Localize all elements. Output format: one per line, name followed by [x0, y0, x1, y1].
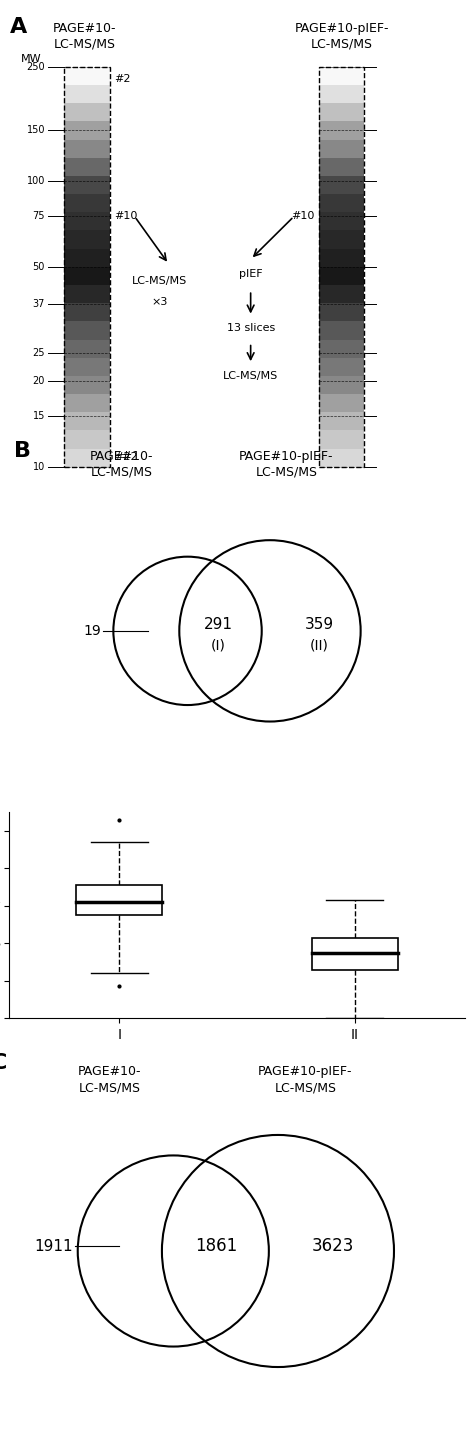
Bar — [64, 67, 109, 466]
Bar — [319, 376, 365, 394]
Text: MW: MW — [21, 55, 42, 65]
Bar — [64, 321, 109, 340]
Bar — [64, 303, 109, 321]
Text: PAGE#10-pIEF-
LC-MS/MS: PAGE#10-pIEF- LC-MS/MS — [294, 22, 389, 51]
Bar — [64, 394, 109, 413]
Text: ×3: ×3 — [152, 297, 168, 307]
Text: PAGE#10-pIEF-
LC-MS/MS: PAGE#10-pIEF- LC-MS/MS — [258, 1066, 353, 1095]
Text: 19: 19 — [83, 624, 101, 639]
Text: (II): (II) — [310, 639, 329, 652]
Bar — [319, 394, 365, 413]
Bar — [64, 177, 109, 194]
Text: LC-MS/MS: LC-MS/MS — [223, 371, 278, 381]
Bar — [319, 358, 365, 376]
Bar — [319, 266, 365, 285]
Bar — [319, 67, 365, 466]
Bar — [319, 230, 365, 249]
Text: (I): (I) — [211, 639, 226, 652]
Bar — [64, 266, 109, 285]
Bar — [64, 285, 109, 303]
Bar — [64, 230, 109, 249]
Text: C: C — [0, 1053, 8, 1073]
Bar — [64, 139, 109, 158]
Text: 291: 291 — [204, 617, 233, 633]
Bar — [319, 67, 365, 466]
Text: PAGE#10-
LC-MS/MS: PAGE#10- LC-MS/MS — [53, 22, 116, 51]
Bar — [319, 430, 365, 449]
Text: #10: #10 — [291, 211, 314, 222]
Bar — [64, 430, 109, 449]
Text: 75: 75 — [33, 211, 45, 222]
Bar — [319, 285, 365, 303]
Text: #10: #10 — [114, 211, 137, 222]
Bar — [311, 938, 398, 970]
Text: 1861: 1861 — [195, 1238, 237, 1255]
Text: #2: #2 — [114, 74, 131, 84]
Text: LC-MS/MS: LC-MS/MS — [132, 275, 187, 285]
Bar — [319, 303, 365, 321]
Text: 1911: 1911 — [35, 1239, 73, 1254]
Bar — [319, 103, 365, 122]
Bar — [319, 67, 365, 85]
Text: PAGE#10-
LC-MS/MS: PAGE#10- LC-MS/MS — [78, 1066, 141, 1095]
Bar — [319, 85, 365, 103]
Bar — [64, 103, 109, 122]
Bar — [64, 358, 109, 376]
Text: 100: 100 — [27, 175, 45, 185]
Text: B: B — [14, 442, 31, 462]
Bar — [319, 158, 365, 177]
Bar — [64, 85, 109, 103]
Text: 3623: 3623 — [311, 1238, 354, 1255]
Bar — [64, 158, 109, 177]
Text: PAGE#10-
LC-MS/MS: PAGE#10- LC-MS/MS — [90, 449, 154, 478]
Text: 37: 37 — [33, 300, 45, 310]
Bar — [64, 340, 109, 358]
Bar — [64, 376, 109, 394]
Bar — [319, 139, 365, 158]
Bar — [319, 177, 365, 194]
Bar — [319, 194, 365, 213]
Text: 250: 250 — [27, 62, 45, 72]
Text: 359: 359 — [305, 617, 334, 633]
Text: PAGE#10-pIEF-
LC-MS/MS: PAGE#10-pIEF- LC-MS/MS — [239, 449, 334, 478]
Bar — [319, 449, 365, 466]
Bar — [319, 321, 365, 340]
Bar — [64, 249, 109, 266]
Bar — [64, 194, 109, 213]
Text: 25: 25 — [33, 348, 45, 358]
Text: 13 slices: 13 slices — [227, 323, 275, 333]
Bar — [319, 122, 365, 139]
Bar — [64, 413, 109, 430]
Bar — [64, 67, 109, 85]
Text: #22: #22 — [114, 452, 138, 462]
Bar — [319, 340, 365, 358]
Bar — [64, 122, 109, 139]
Bar — [64, 213, 109, 230]
Text: 50: 50 — [33, 262, 45, 272]
Text: 10: 10 — [33, 462, 45, 472]
Text: pIEF: pIEF — [239, 269, 263, 278]
Bar — [319, 213, 365, 230]
Text: 150: 150 — [27, 126, 45, 135]
Bar — [319, 249, 365, 266]
Bar — [76, 885, 163, 915]
Bar — [319, 413, 365, 430]
Bar — [64, 67, 109, 466]
Bar — [64, 449, 109, 466]
Text: 15: 15 — [33, 411, 45, 421]
Text: A: A — [10, 17, 27, 36]
Text: 20: 20 — [33, 375, 45, 385]
